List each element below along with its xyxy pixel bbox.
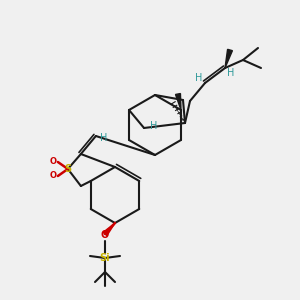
Text: H: H: [100, 133, 108, 143]
Polygon shape: [103, 223, 115, 236]
Text: H: H: [227, 68, 235, 78]
Text: O: O: [101, 230, 109, 240]
Text: H: H: [150, 121, 158, 131]
Text: O: O: [50, 158, 56, 166]
Text: Si: Si: [100, 253, 110, 263]
Text: O: O: [50, 172, 56, 181]
Polygon shape: [225, 49, 232, 68]
Polygon shape: [176, 94, 181, 110]
Text: S: S: [64, 164, 71, 174]
Text: H: H: [195, 73, 203, 83]
